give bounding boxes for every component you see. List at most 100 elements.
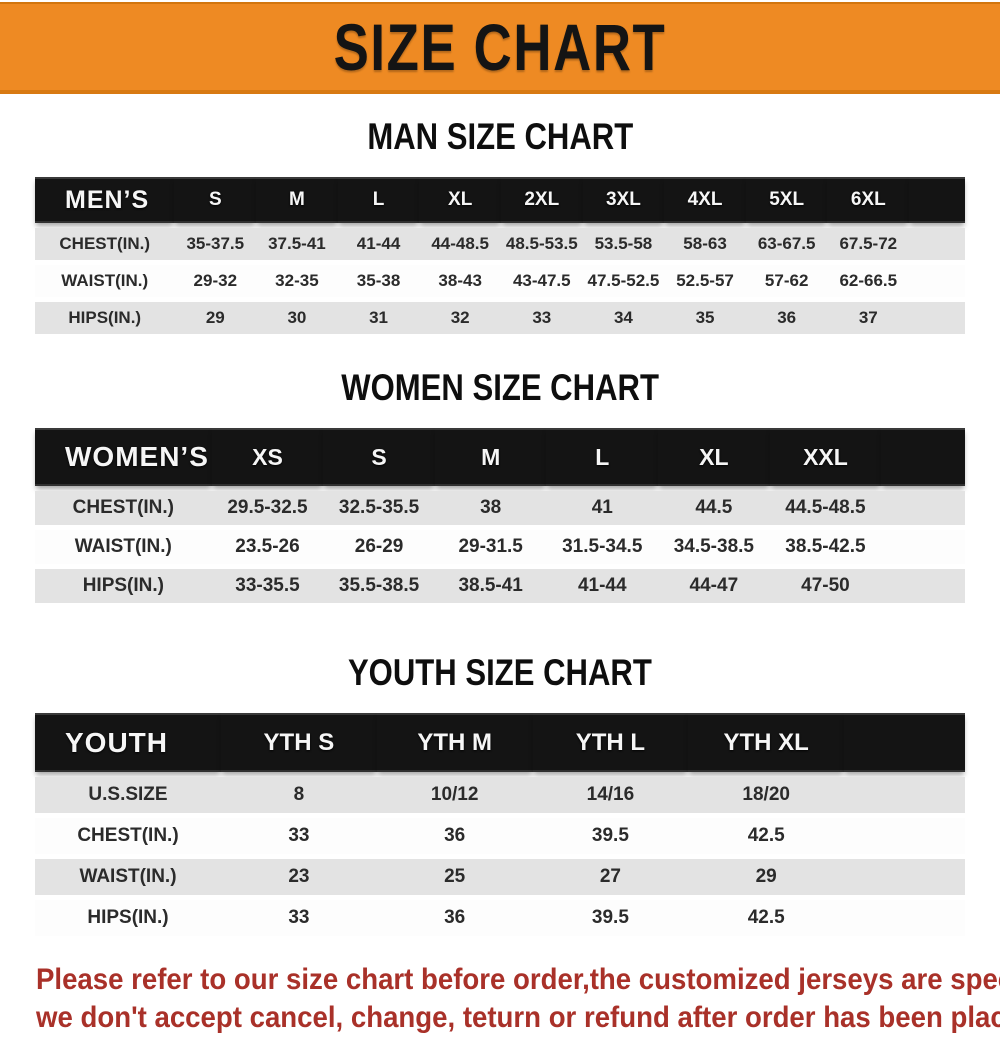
men-value-cell: 37 [827,302,910,334]
men-size-header-cell: 3XL [582,177,665,223]
size-chart-sections: MAN SIZE CHART MEN’S S M L XL 2XL 3XL 4XL 5XL 6XL C… [0,94,1000,941]
women-size-header-cell: L [546,428,659,486]
youth-value-cell: 10/12 [376,777,533,813]
order-policy-note: Please refer to our size chart before or… [0,961,1000,1037]
women-value-cell: 32.5-35.5 [323,491,435,525]
size-chart-banner-title: SIZE CHART [333,10,667,84]
men-table-header-row: MEN’S S M L XL 2XL 3XL 4XL 5XL 6XL [35,177,965,223]
men-value-cell: 29-32 [174,265,257,297]
men-value-cell: 32 [419,302,501,334]
men-value-cell: 33 [500,302,583,334]
women-measurement-row: WAIST(IN.) 23.5-26 26-29 29-31.5 31.5-34.5 34… [35,530,965,564]
women-value-cell: 47-50 [769,569,882,603]
women-value-cell: 44.5-48.5 [769,491,882,525]
men-size-header-cell: 6XL [827,177,910,223]
youth-measurement-row: WAIST(IN.) 23 25 27 29 [35,859,965,895]
women-value-cell: 29-31.5 [434,530,547,564]
youth-row-label: HIPS(IN.) [35,900,221,936]
men-size-header-cell: 5XL [745,177,828,223]
men-value-cell: 44-48.5 [419,228,501,260]
women-size-header-cell: XL [658,428,770,486]
youth-value-cell: 29 [688,859,845,895]
youth-value-cell: 18/20 [688,777,845,813]
women-row-label: CHEST(IN.) [35,491,212,525]
men-value-cell: 57-62 [745,265,828,297]
men-value-cell: 35-38 [337,265,420,297]
women-size-header-cell: M [434,428,547,486]
men-value-cell: 62-66.5 [827,265,910,297]
women-size-header-cell: XS [211,428,324,486]
youth-measurement-row: HIPS(IN.) 33 36 39.5 42.5 [35,900,965,936]
women-value-cell: 44.5 [658,491,770,525]
youth-row-spacer-cell [844,900,965,936]
men-size-header-cell: 4XL [664,177,746,223]
youth-size-header-cell: YTH S [221,713,377,772]
youth-value-cell: 39.5 [532,818,689,854]
men-size-header-cell: S [174,177,257,223]
men-value-cell: 31 [337,302,420,334]
men-row-label: WAIST(IN.) [35,265,175,297]
women-row-spacer-cell [881,491,965,525]
women-row-label: WAIST(IN.) [35,530,212,564]
men-size-header-cell: 2XL [500,177,583,223]
youth-row-label: U.S.SIZE [35,777,221,813]
youth-value-cell: 39.5 [532,900,689,936]
youth-table-header-row: YOUTH YTH S YTH M YTH L YTH XL [35,713,965,772]
youth-value-cell: 8 [221,777,377,813]
men-value-cell: 47.5-52.5 [582,265,665,297]
youth-measurement-row: U.S.SIZE 8 10/12 14/16 18/20 [35,777,965,813]
men-value-cell: 67.5-72 [827,228,910,260]
youth-size-header-cell: YTH M [376,713,533,772]
women-size-chart-heading-text: WOMEN SIZE CHART [341,367,659,408]
men-measurement-row: WAIST(IN.) 29-32 32-35 35-38 38-43 43-47.5 47.… [35,265,965,297]
women-table-title-cell: WOMEN’S [35,428,212,486]
men-value-cell: 43-47.5 [500,265,583,297]
men-row-spacer-cell [909,265,965,297]
youth-value-cell: 42.5 [688,900,845,936]
men-value-cell: 35 [664,302,746,334]
youth-size-header-cell: YTH L [532,713,689,772]
women-value-cell: 41-44 [546,569,659,603]
order-policy-note-line-2: we don't accept cancel, change, teturn o… [36,1001,1000,1034]
youth-measurement-row: CHEST(IN.) 33 36 39.5 42.5 [35,818,965,854]
women-value-cell: 33-35.5 [211,569,324,603]
women-value-cell: 26-29 [323,530,435,564]
men-row-spacer-cell [909,302,965,334]
men-value-cell: 58-63 [664,228,746,260]
men-value-cell: 35-37.5 [174,228,257,260]
men-value-cell: 37.5-41 [256,228,338,260]
men-value-cell: 63-67.5 [745,228,828,260]
men-size-header-cell: M [256,177,338,223]
women-table-header-row: WOMEN’S XS S M L XL XXL [35,428,965,486]
women-value-cell: 44-47 [658,569,770,603]
men-value-cell: 34 [582,302,665,334]
women-size-header-cell: S [323,428,435,486]
men-size-header-cell: XL [419,177,501,223]
men-value-cell: 48.5-53.5 [500,228,583,260]
men-value-cell: 53.5-58 [582,228,665,260]
youth-value-cell: 14/16 [532,777,689,813]
youth-size-chart-heading: YOUTH SIZE CHART [0,608,1000,694]
youth-size-chart-heading-text: YOUTH SIZE CHART [348,652,652,693]
youth-value-cell: 36 [376,818,533,854]
men-row-spacer-cell [909,228,965,260]
women-value-cell: 23.5-26 [211,530,324,564]
youth-size-table: YOUTH YTH S YTH M YTH L YTH XL U.S.SIZE 8 10/12… [35,708,965,941]
men-row-label: HIPS(IN.) [35,302,175,334]
youth-value-cell: 36 [376,900,533,936]
women-value-cell: 41 [546,491,659,525]
men-value-cell: 32-35 [256,265,338,297]
women-size-header-cell: XXL [769,428,882,486]
order-policy-note-line-1: Please refer to our size chart before or… [36,963,1000,996]
youth-header-spacer-cell [844,713,965,772]
youth-value-cell: 23 [221,859,377,895]
women-value-cell: 29.5-32.5 [211,491,324,525]
men-table-title-cell: MEN’S [35,177,175,223]
men-size-chart-heading-text: MAN SIZE CHART [367,116,633,157]
youth-value-cell: 27 [532,859,689,895]
youth-value-cell: 25 [376,859,533,895]
youth-row-label: CHEST(IN.) [35,818,221,854]
men-value-cell: 30 [256,302,338,334]
men-value-cell: 29 [174,302,257,334]
